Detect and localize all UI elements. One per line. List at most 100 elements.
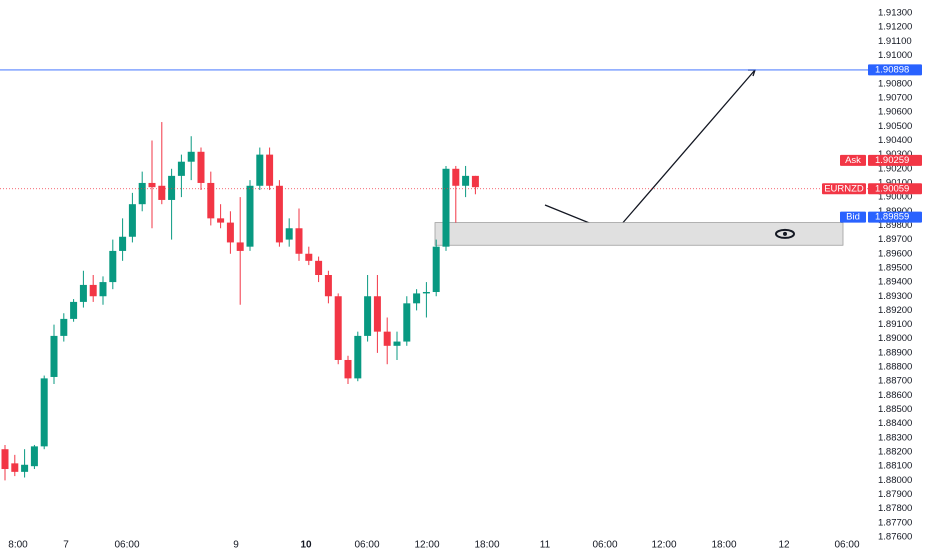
candle-body <box>21 464 29 472</box>
y-tick-label: 1.90800 <box>878 78 912 89</box>
candle-body <box>324 275 332 297</box>
name-tag <box>840 211 866 223</box>
y-tick-label: 1.89600 <box>878 248 912 259</box>
y-tick-label: 1.91300 <box>878 8 912 19</box>
y-tick-label: 1.87600 <box>878 532 912 543</box>
price-tag <box>868 64 922 76</box>
y-tick-label: 1.89200 <box>878 305 912 316</box>
y-tick-label: 1.89300 <box>878 291 912 302</box>
price-tag <box>868 211 922 223</box>
candle-body <box>315 260 323 275</box>
y-tick-label: 1.89000 <box>878 333 912 344</box>
x-tick-label: 06:00 <box>834 540 859 550</box>
candle-body <box>30 446 38 467</box>
candle-body <box>207 182 215 219</box>
x-tick-label: 12:00 <box>651 540 676 550</box>
eye-pupil <box>783 231 787 236</box>
name-tag-label: Bid <box>846 212 860 223</box>
candle-body <box>177 161 185 176</box>
candle-body <box>99 282 107 297</box>
name-tag <box>840 154 866 166</box>
y-tick-label: 1.91200 <box>878 22 912 33</box>
y-tick-label: 1.90300 <box>878 149 912 160</box>
candle-body <box>138 182 146 205</box>
y-tick-label: 1.88000 <box>878 475 912 486</box>
y-tick-label: 1.88600 <box>878 390 912 401</box>
x-tick-label: 9 <box>233 540 239 550</box>
y-tick-label: 1.90200 <box>878 163 912 174</box>
candle-body <box>462 175 470 186</box>
candle-body <box>40 378 48 447</box>
candle-body <box>236 242 244 251</box>
price-tag-value: 1.90898 <box>875 64 909 75</box>
candle-body <box>148 182 156 188</box>
candle-body <box>295 228 303 254</box>
x-tick-label: 18:00 <box>711 540 736 550</box>
y-tick-label: 1.89900 <box>878 206 912 217</box>
y-tick-label: 1.90100 <box>878 177 912 188</box>
y-tick-label: 1.88900 <box>878 347 912 358</box>
name-tag <box>822 183 866 195</box>
candle-body <box>373 296 381 332</box>
candle-body <box>187 151 195 162</box>
candle-body <box>383 331 391 346</box>
y-tick-label: 1.89800 <box>878 220 912 231</box>
eye-icon <box>775 228 795 239</box>
candle-body <box>50 335 58 377</box>
x-tick-label: 7 <box>63 540 69 550</box>
y-tick-label: 1.88400 <box>878 418 912 429</box>
candle-body <box>60 318 68 336</box>
candle-body <box>217 218 225 223</box>
y-tick-label: 1.87900 <box>878 489 912 500</box>
x-tick-label: 18:00 <box>474 540 499 550</box>
name-tag-label: Ask <box>845 155 861 166</box>
candle-body <box>413 293 421 304</box>
y-tick-label: 1.90500 <box>878 121 912 132</box>
name-tag-label: EURNZD <box>824 183 864 194</box>
candle-body <box>334 296 342 360</box>
candle-body <box>305 253 313 261</box>
x-tick-label: 06:00 <box>592 540 617 550</box>
candle-body <box>266 154 274 186</box>
y-tick-label: 1.88300 <box>878 432 912 443</box>
y-tick-label: 1.90000 <box>878 192 912 203</box>
price-tag-value: 1.89859 <box>875 212 909 223</box>
candle-body <box>344 359 352 379</box>
candle-body <box>442 168 450 247</box>
y-tick-label: 1.88700 <box>878 376 912 387</box>
y-tick-label: 1.90600 <box>878 107 912 118</box>
y-tick-label: 1.91100 <box>878 36 912 47</box>
candle-body <box>226 222 234 243</box>
candle-body <box>246 185 254 247</box>
x-tick-label: 06:00 <box>354 540 379 550</box>
y-tick-label: 1.88200 <box>878 447 912 458</box>
x-tick-label: 06:00 <box>114 540 139 550</box>
y-tick-label: 1.91000 <box>878 50 912 61</box>
candle-body <box>403 303 411 342</box>
candle-body <box>432 246 440 292</box>
candle-body <box>168 175 176 200</box>
candle-body <box>275 185 283 243</box>
y-tick-label: 1.89500 <box>878 262 912 273</box>
x-tick-label: 12:00 <box>414 540 439 550</box>
candle-body <box>109 250 117 283</box>
candle-body <box>452 168 460 186</box>
y-tick-label: 1.89100 <box>878 319 912 330</box>
candle-body <box>128 204 136 237</box>
y-tick-label: 1.88100 <box>878 461 912 472</box>
x-tick-label: 12 <box>778 540 790 550</box>
price-tag <box>868 154 922 166</box>
x-tick-label: 10 <box>300 540 312 550</box>
candle-body <box>119 236 127 251</box>
price-tag-value: 1.90059 <box>875 183 909 194</box>
candle-body <box>422 291 430 294</box>
candle-body <box>158 185 166 200</box>
candle-body <box>364 296 372 336</box>
candle-body <box>79 284 87 302</box>
y-tick-label: 1.88800 <box>878 362 912 373</box>
candle-body <box>11 463 19 472</box>
candle-body <box>354 335 362 379</box>
y-tick-label: 1.88500 <box>878 404 912 415</box>
